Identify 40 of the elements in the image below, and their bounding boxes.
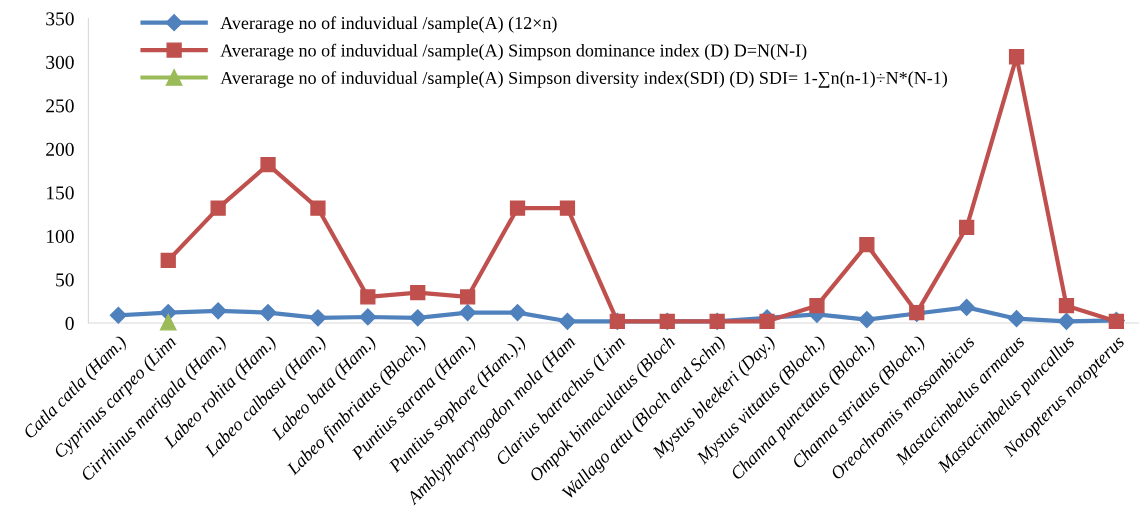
point xyxy=(1008,310,1026,328)
point xyxy=(858,311,876,329)
point xyxy=(859,237,875,253)
point xyxy=(959,219,975,235)
point xyxy=(409,309,427,327)
point xyxy=(310,200,326,216)
point xyxy=(1057,312,1076,330)
point xyxy=(958,298,976,316)
y-tick-label: 300 xyxy=(46,55,74,69)
point xyxy=(210,200,226,216)
y-tick-label: 50 xyxy=(56,273,74,287)
y-tick-label: 150 xyxy=(47,186,74,200)
y-tick-label: 200 xyxy=(46,142,74,156)
point xyxy=(460,289,476,305)
point xyxy=(109,306,127,324)
y-tick-label: 0 xyxy=(65,316,74,330)
point xyxy=(260,157,276,173)
point xyxy=(459,304,477,322)
point xyxy=(410,284,426,301)
point xyxy=(159,313,177,331)
point xyxy=(759,313,775,329)
point xyxy=(809,298,825,314)
legend-label: Averarage no of induvidual /sample(A) Simpson dominance index (D) D=N(N-I) xyxy=(220,43,807,61)
point xyxy=(509,200,526,216)
y-tick-label: 100 xyxy=(47,229,74,243)
point xyxy=(259,304,277,322)
y-tick-label: 350 xyxy=(46,12,74,26)
point xyxy=(508,304,527,322)
point xyxy=(558,312,576,330)
point xyxy=(359,308,377,326)
point xyxy=(360,289,376,305)
point xyxy=(160,252,176,269)
point xyxy=(1008,49,1025,65)
point xyxy=(209,302,227,320)
point xyxy=(559,200,576,216)
legend-label: Averarage no of induvidual /sample(A) (12×n) xyxy=(220,16,557,33)
point xyxy=(309,309,327,327)
legend-label: Averarage no of induvidual /sample(A) Simpson diversity index(SDI) (D) SDI= 1-∑n(n-1)÷N*(N-1) xyxy=(220,71,947,88)
y-tick-label: 250 xyxy=(46,99,74,113)
point xyxy=(1058,298,1075,314)
